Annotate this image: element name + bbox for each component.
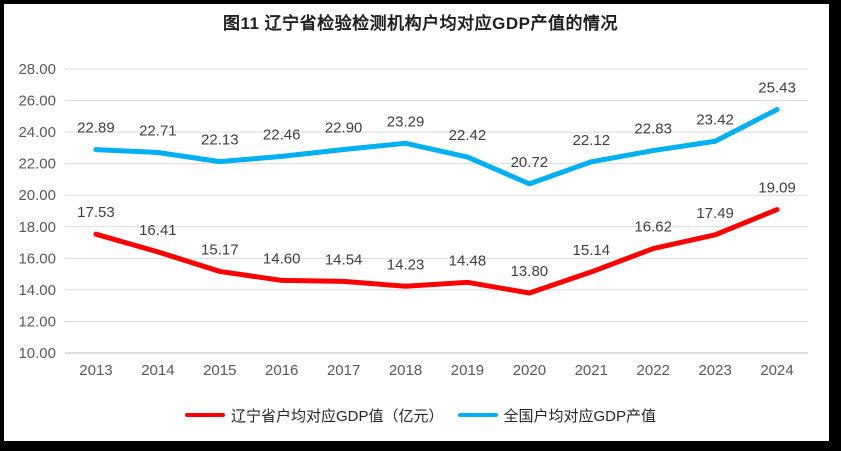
data-label: 15.14 — [573, 242, 611, 259]
x-tick-label: 2021 — [575, 362, 608, 379]
data-label: 23.42 — [696, 111, 734, 128]
y-tick-label: 10.00 — [18, 345, 56, 362]
legend-item-national: 全国户均对应GDP产值 — [457, 405, 657, 426]
data-label: 15.17 — [201, 241, 239, 258]
data-label: 22.89 — [77, 120, 115, 137]
y-tick-label: 26.00 — [18, 93, 56, 110]
data-label: 16.41 — [139, 222, 177, 239]
x-tick-label: 2014 — [141, 362, 174, 379]
y-tick-label: 20.00 — [18, 187, 56, 204]
data-label: 14.48 — [449, 252, 487, 269]
data-label: 14.23 — [387, 256, 425, 273]
data-label: 22.46 — [263, 126, 301, 143]
data-label: 14.60 — [263, 250, 301, 267]
x-tick-label: 2022 — [637, 362, 670, 379]
legend: 辽宁省户均对应GDP值（亿元） 全国户均对应GDP产值 — [0, 403, 841, 427]
data-label: 17.53 — [77, 204, 115, 221]
data-label: 23.29 — [387, 113, 425, 130]
y-tick-label: 18.00 — [18, 219, 56, 236]
y-tick-label: 16.00 — [18, 250, 56, 267]
data-label: 22.71 — [139, 122, 177, 139]
legend-item-liaoning: 辽宁省户均对应GDP值（亿元） — [184, 405, 444, 426]
series-line-0 — [93, 207, 780, 296]
chart-background — [4, 4, 829, 441]
y-tick-label: 14.00 — [18, 282, 56, 299]
data-label: 22.12 — [573, 132, 611, 149]
data-label: 14.54 — [325, 251, 363, 268]
legend-label-national: 全国户均对应GDP产值 — [503, 407, 657, 425]
x-tick-label: 2016 — [265, 362, 298, 379]
data-label: 22.83 — [634, 121, 672, 138]
series-line-1 — [93, 107, 780, 187]
chart-title: 图11 辽宁省检验检测机构户均对应GDP产值的情况 — [222, 14, 619, 33]
x-tick-label: 2013 — [79, 362, 112, 379]
data-label: 17.49 — [696, 205, 734, 222]
y-tick-label: 22.00 — [18, 156, 56, 173]
y-tick-label: 24.00 — [18, 124, 56, 141]
y-tick-label: 12.00 — [18, 313, 56, 330]
data-label: 22.42 — [449, 127, 487, 144]
x-tick-label: 2020 — [513, 362, 546, 379]
x-tick-label: 2015 — [203, 362, 236, 379]
data-label: 13.80 — [511, 263, 549, 280]
legend-label-liaoning: 辽宁省户均对应GDP值（亿元） — [230, 407, 444, 425]
x-tick-label: 2017 — [327, 362, 360, 379]
data-label: 19.09 — [758, 180, 796, 197]
x-tick-label: 2018 — [389, 362, 422, 379]
data-label: 25.43 — [758, 80, 796, 97]
data-label: 20.72 — [511, 154, 549, 171]
x-tick-label: 2023 — [698, 362, 731, 379]
x-tick-label: 2024 — [760, 362, 793, 379]
data-label: 22.90 — [325, 119, 363, 136]
data-label: 16.62 — [634, 219, 672, 236]
legend-line-swatch-red — [184, 413, 225, 417]
x-tick-label: 2019 — [451, 362, 484, 379]
data-label: 22.13 — [201, 132, 239, 149]
legend-line-swatch-blue — [457, 413, 498, 417]
y-tick-label: 28.00 — [18, 61, 56, 78]
